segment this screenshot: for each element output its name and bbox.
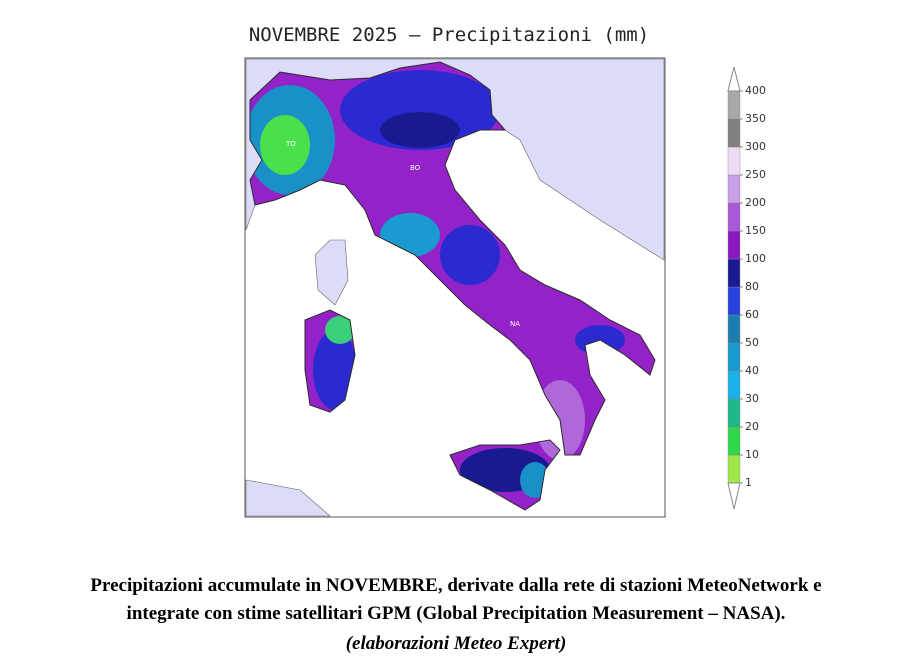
color-band bbox=[727, 174, 741, 204]
tick-label: 350 bbox=[745, 112, 766, 125]
caption: Precipitazioni accumulate in NOVEMBRE, d… bbox=[90, 575, 821, 596]
tick-label: 1 bbox=[745, 476, 752, 489]
tick-label: 80 bbox=[745, 280, 759, 293]
tick-label: 400 bbox=[745, 84, 766, 97]
color-band bbox=[727, 118, 741, 148]
color-band bbox=[727, 202, 741, 232]
colorbar-arrow bbox=[727, 66, 741, 92]
tick-label: 20 bbox=[745, 420, 759, 433]
color-band bbox=[727, 370, 741, 400]
tick-label: 200 bbox=[745, 196, 766, 209]
tick-label: 40 bbox=[745, 364, 759, 377]
tick-label: 250 bbox=[745, 168, 766, 181]
color-band bbox=[727, 398, 741, 428]
tick-label: 30 bbox=[745, 392, 759, 405]
colorbar-arrow bbox=[727, 482, 741, 510]
tick-label: 10 bbox=[745, 448, 759, 461]
city-label: TO bbox=[285, 140, 296, 148]
city-label: NA bbox=[510, 320, 520, 328]
tick-label: 60 bbox=[745, 308, 759, 321]
color-band bbox=[727, 454, 741, 484]
color-band bbox=[727, 258, 741, 288]
color-band bbox=[727, 286, 741, 316]
tick-label: 100 bbox=[745, 252, 766, 265]
city-label: BO bbox=[410, 164, 421, 172]
tick-label: 50 bbox=[745, 336, 759, 349]
map-title: NOVEMBRE 2025 – Precipitazioni (mm) bbox=[249, 24, 649, 46]
tick-label: 150 bbox=[745, 224, 766, 237]
caption: (elaborazioni Meteo Expert) bbox=[346, 633, 567, 654]
tick-label: 300 bbox=[745, 140, 766, 153]
caption: integrate con stime satellitari GPM (Glo… bbox=[127, 603, 786, 624]
map: TO BO NA bbox=[244, 57, 666, 518]
color-band bbox=[727, 230, 741, 260]
color-band bbox=[727, 342, 741, 372]
color-band bbox=[727, 146, 741, 176]
color-band bbox=[727, 90, 741, 120]
color-band bbox=[727, 426, 741, 456]
color-band bbox=[727, 314, 741, 344]
colorbar: 1 10 20 30 40 50 60 80 100 150 200 250 300 350 400 bbox=[727, 66, 766, 510]
